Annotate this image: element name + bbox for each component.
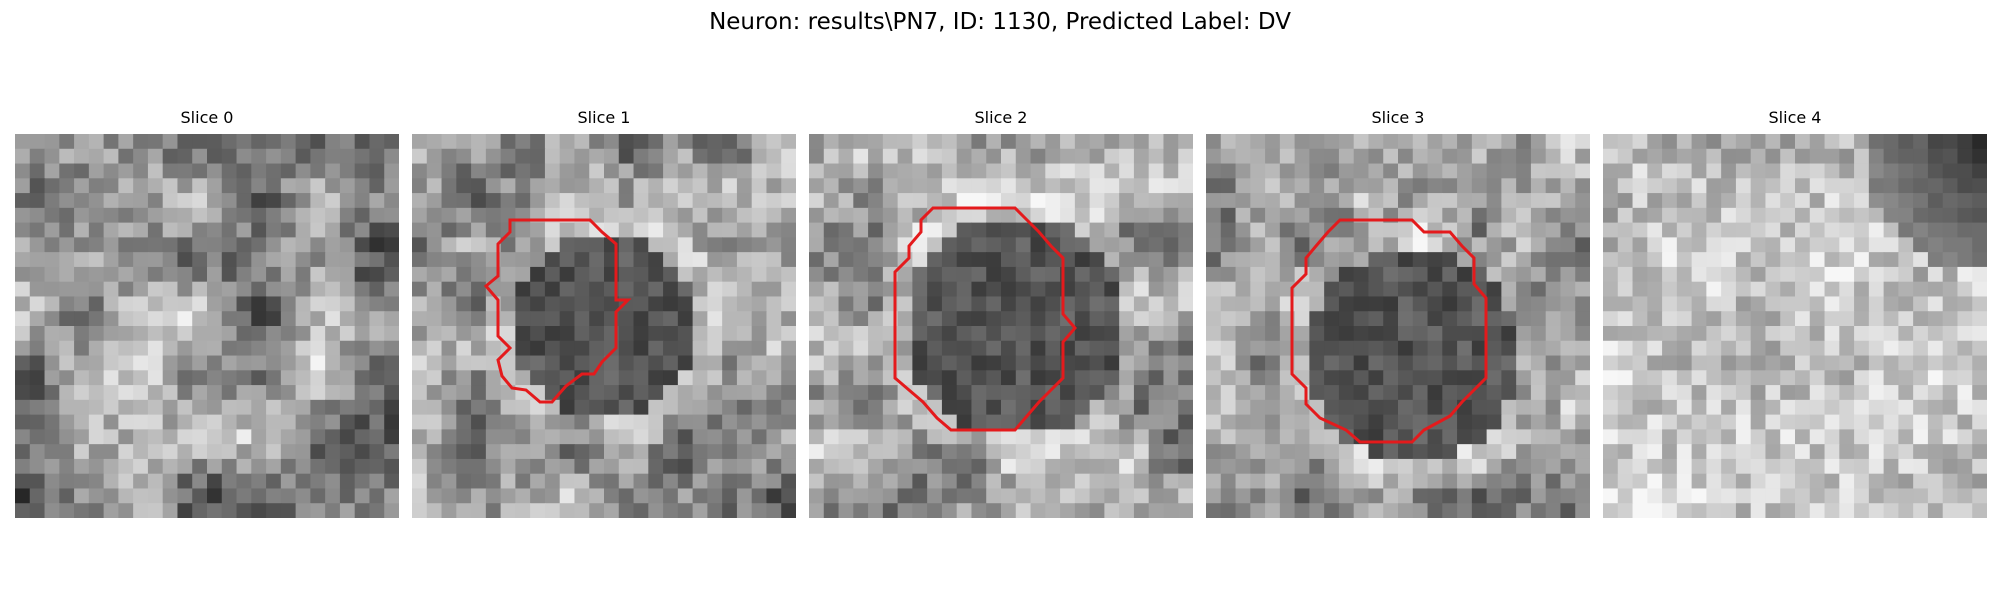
slice-title: Slice 0 xyxy=(180,108,234,127)
slice-panel-0: Slice 0 xyxy=(15,106,399,518)
slice-title: Slice 2 xyxy=(974,108,1028,127)
slice-image-4 xyxy=(1603,134,1987,518)
slice-panel-3: Slice 3 xyxy=(1206,106,1590,518)
cell-contour xyxy=(483,218,632,404)
slice-pixels xyxy=(809,134,1193,518)
slice-image-3 xyxy=(1206,134,1590,518)
slice-title: Slice 3 xyxy=(1371,108,1425,127)
slice-image-0 xyxy=(15,134,399,518)
slice-pixels xyxy=(1206,134,1590,518)
cell-contour xyxy=(893,206,1077,432)
slice-pixels xyxy=(15,134,399,518)
slice-title: Slice 4 xyxy=(1768,108,1822,127)
slice-panel-1: Slice 1 xyxy=(412,106,796,518)
slice-image-1 xyxy=(412,134,796,518)
figure-title: Neuron: results\PN7, ID: 1130, Predicted… xyxy=(709,9,1291,35)
slice-panel-4: Slice 4 xyxy=(1603,106,1987,518)
slice-image-2 xyxy=(809,134,1193,518)
cell-contour xyxy=(1290,218,1488,444)
slice-panel-2: Slice 2 xyxy=(809,106,1193,518)
slice-title: Slice 1 xyxy=(577,108,631,127)
slice-pixels xyxy=(412,134,796,518)
slice-pixels xyxy=(1603,134,1987,518)
